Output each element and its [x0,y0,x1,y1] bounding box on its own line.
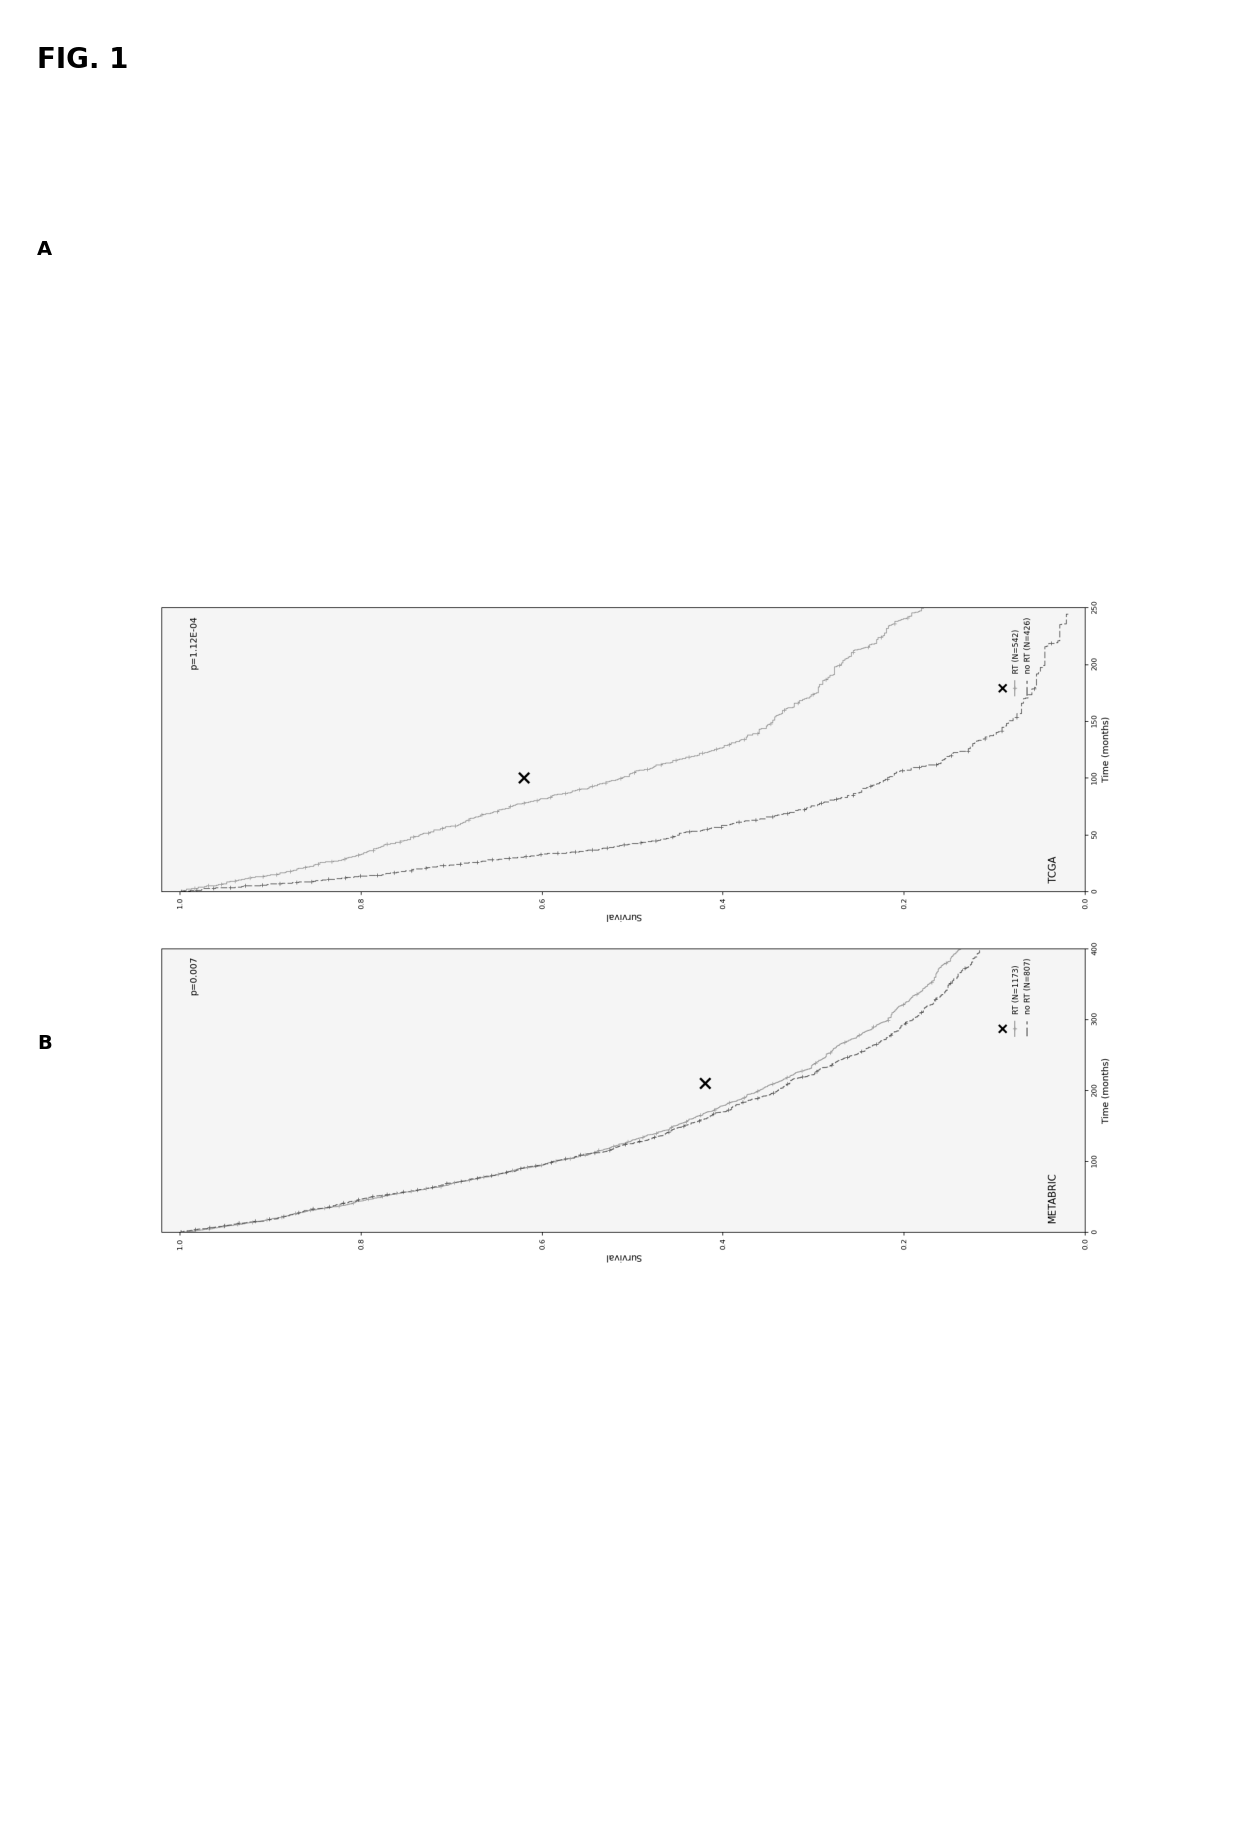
Text: FIG. 1: FIG. 1 [37,46,129,74]
Text: A: A [37,240,52,259]
Text: B: B [37,1034,52,1053]
